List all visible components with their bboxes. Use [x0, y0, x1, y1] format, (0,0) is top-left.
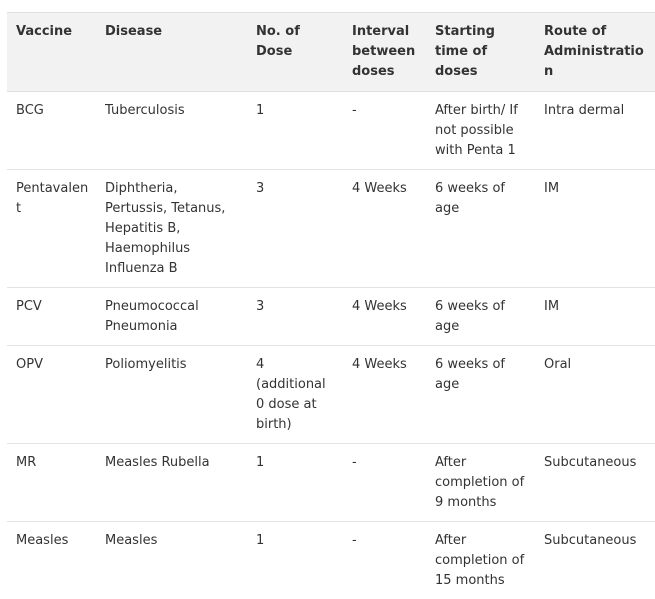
cell-route: IM — [535, 170, 655, 288]
cell-route: Intra dermal — [535, 92, 655, 170]
cell-disease: Poliomyelitis — [96, 346, 247, 444]
table-header: Vaccine Disease No. of Dose Interval bet… — [7, 13, 655, 92]
cell-interval: - — [343, 444, 426, 522]
table-row: BCG Tuberculosis 1 - After birth/ If not… — [7, 92, 655, 170]
cell-vaccine: BCG — [7, 92, 96, 170]
table-row: Measles Measles 1 - After completion of … — [7, 522, 655, 599]
cell-vaccine: MR — [7, 444, 96, 522]
cell-interval: 4 Weeks — [343, 170, 426, 288]
header-row: Vaccine Disease No. of Dose Interval bet… — [7, 13, 655, 92]
cell-interval: - — [343, 92, 426, 170]
cell-disease: Measles Rubella — [96, 444, 247, 522]
table-row: OPV Poliomyelitis 4 (additional 0 dose a… — [7, 346, 655, 444]
table-row: Pentavalent Diphtheria, Pertussis, Tetan… — [7, 170, 655, 288]
cell-interval: - — [343, 522, 426, 599]
cell-starting-time: After birth/ If not possible with Penta … — [426, 92, 535, 170]
cell-no-of-dose: 3 — [247, 288, 343, 346]
cell-disease: Pneumococcal Pneumonia — [96, 288, 247, 346]
cell-disease: Diphtheria, Pertussis, Tetanus, Hepatiti… — [96, 170, 247, 288]
header-interval: Interval between doses — [343, 13, 426, 92]
cell-route: Subcutaneous — [535, 522, 655, 599]
table-row: PCV Pneumococcal Pneumonia 3 4 Weeks 6 w… — [7, 288, 655, 346]
cell-starting-time: 6 weeks of age — [426, 346, 535, 444]
cell-no-of-dose: 1 — [247, 444, 343, 522]
cell-no-of-dose: 3 — [247, 170, 343, 288]
header-no-of-dose: No. of Dose — [247, 13, 343, 92]
cell-no-of-dose: 4 (additional 0 dose at birth) — [247, 346, 343, 444]
cell-disease: Tuberculosis — [96, 92, 247, 170]
cell-route: IM — [535, 288, 655, 346]
vaccine-schedule-table: Vaccine Disease No. of Dose Interval bet… — [7, 12, 655, 599]
cell-route: Subcutaneous — [535, 444, 655, 522]
cell-vaccine: Measles — [7, 522, 96, 599]
cell-starting-time: After completion of 15 months — [426, 522, 535, 599]
cell-starting-time: 6 weeks of age — [426, 170, 535, 288]
cell-route: Oral — [535, 346, 655, 444]
cell-no-of-dose: 1 — [247, 92, 343, 170]
header-starting-time: Starting time of doses — [426, 13, 535, 92]
header-route: Route of Administration — [535, 13, 655, 92]
header-vaccine: Vaccine — [7, 13, 96, 92]
cell-starting-time: After completion of 9 months — [426, 444, 535, 522]
header-disease: Disease — [96, 13, 247, 92]
table-row: MR Measles Rubella 1 - After completion … — [7, 444, 655, 522]
cell-vaccine: PCV — [7, 288, 96, 346]
table-body: BCG Tuberculosis 1 - After birth/ If not… — [7, 92, 655, 599]
cell-interval: 4 Weeks — [343, 346, 426, 444]
cell-no-of-dose: 1 — [247, 522, 343, 599]
cell-disease: Measles — [96, 522, 247, 599]
cell-interval: 4 Weeks — [343, 288, 426, 346]
cell-vaccine: OPV — [7, 346, 96, 444]
vaccine-schedule-table-container: Vaccine Disease No. of Dose Interval bet… — [7, 12, 655, 599]
cell-vaccine: Pentavalent — [7, 170, 96, 288]
cell-starting-time: 6 weeks of age — [426, 288, 535, 346]
